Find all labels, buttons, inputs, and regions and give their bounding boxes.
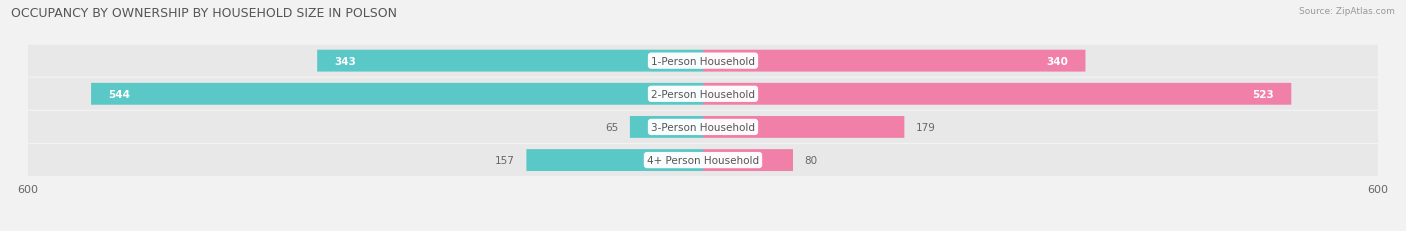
FancyBboxPatch shape [630,116,703,138]
FancyBboxPatch shape [703,116,904,138]
Text: 340: 340 [1046,56,1069,66]
FancyBboxPatch shape [25,46,1381,77]
FancyBboxPatch shape [25,112,1381,143]
FancyBboxPatch shape [25,145,1381,176]
Text: Source: ZipAtlas.com: Source: ZipAtlas.com [1299,7,1395,16]
FancyBboxPatch shape [703,51,1085,72]
Text: 3-Person Household: 3-Person Household [651,122,755,132]
Text: 157: 157 [495,155,515,165]
FancyBboxPatch shape [318,51,703,72]
FancyBboxPatch shape [91,83,703,105]
Text: 179: 179 [915,122,935,132]
Text: 1-Person Household: 1-Person Household [651,56,755,66]
FancyBboxPatch shape [703,149,793,171]
Text: 523: 523 [1253,89,1274,99]
Text: 343: 343 [335,56,356,66]
Text: 80: 80 [804,155,817,165]
Text: OCCUPANCY BY OWNERSHIP BY HOUSEHOLD SIZE IN POLSON: OCCUPANCY BY OWNERSHIP BY HOUSEHOLD SIZE… [11,7,398,20]
Text: 544: 544 [108,89,129,99]
Legend: Owner-occupied, Renter-occupied: Owner-occupied, Renter-occupied [591,229,815,231]
FancyBboxPatch shape [25,79,1381,110]
Text: 65: 65 [606,122,619,132]
Text: 2-Person Household: 2-Person Household [651,89,755,99]
FancyBboxPatch shape [703,83,1291,105]
FancyBboxPatch shape [526,149,703,171]
Text: 4+ Person Household: 4+ Person Household [647,155,759,165]
